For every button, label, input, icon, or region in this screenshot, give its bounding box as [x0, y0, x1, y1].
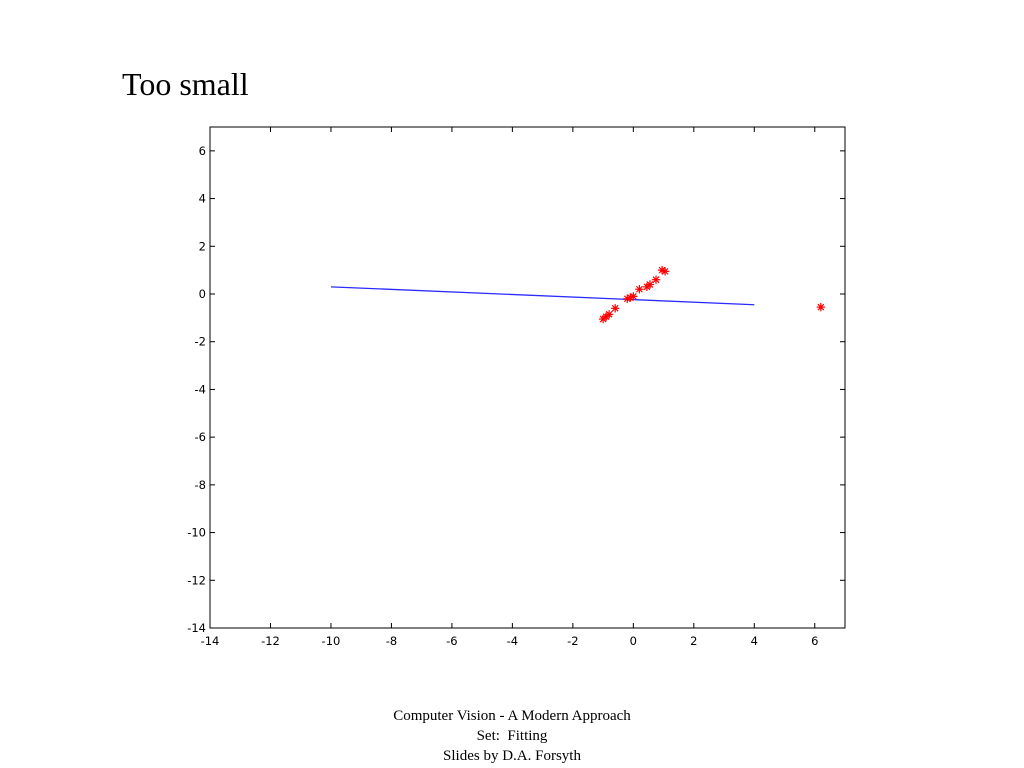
x-tick-label: -4: [507, 634, 518, 648]
slide-footer: Computer Vision - A Modern Approach Set:…: [0, 706, 1024, 766]
data-point: [816, 302, 826, 312]
data-point: [660, 267, 670, 276]
data-point: [645, 280, 655, 289]
y-tick-label: -6: [195, 430, 206, 444]
plot-frame: [209, 126, 846, 629]
y-tick-label: -12: [187, 573, 206, 587]
y-tick-label: 4: [199, 192, 206, 206]
tick-labels: -14 -12 -10 -8 -6 -4 -2 0 2 4 6 -14 -12 -10 -8 -6 -4 -2 0 2…: [187, 144, 818, 648]
slide-title: Too small: [122, 66, 249, 102]
x-tick-label: 2: [690, 634, 697, 648]
data-point: [610, 304, 620, 313]
x-tick-label: 0: [630, 634, 637, 648]
y-tick-label: 0: [199, 287, 206, 301]
data-series: [330, 265, 826, 324]
x-tick-label: -8: [386, 634, 397, 648]
y-tick-label: -4: [195, 382, 206, 396]
fit-line: [330, 286, 755, 306]
y-tick-label: -2: [195, 335, 206, 349]
data-point: [635, 285, 644, 294]
x-tick-label: 4: [751, 634, 758, 648]
data-point: [651, 275, 661, 284]
x-tick-label: -6: [446, 634, 457, 648]
x-tick-label: -10: [322, 634, 341, 648]
footer-set: Set: Fitting: [476, 728, 548, 744]
y-tick-label: -8: [195, 478, 206, 492]
data-point: [629, 292, 638, 301]
x-tick-label: -2: [567, 634, 578, 648]
x-tick-label: 6: [811, 634, 818, 648]
data-point: [604, 310, 614, 319]
scatter-plot: -14 -12 -10 -8 -6 -4 -2 0 2 4 6 -14 -12 -10 -8 -6 -4 -2 0 2…: [187, 126, 846, 648]
y-tick-label: -10: [187, 526, 206, 540]
y-tick-label: 6: [199, 144, 206, 158]
x-tick-label: -12: [261, 634, 280, 648]
y-tick-label: 2: [199, 239, 206, 253]
x-tick-label: -14: [201, 634, 220, 648]
axis-ticks: [209, 127, 845, 629]
y-tick-label: -14: [187, 621, 206, 635]
footer-course: Computer Vision - A Modern Approach: [393, 708, 631, 724]
footer-author: Slides by D.A. Forsyth: [443, 748, 581, 764]
